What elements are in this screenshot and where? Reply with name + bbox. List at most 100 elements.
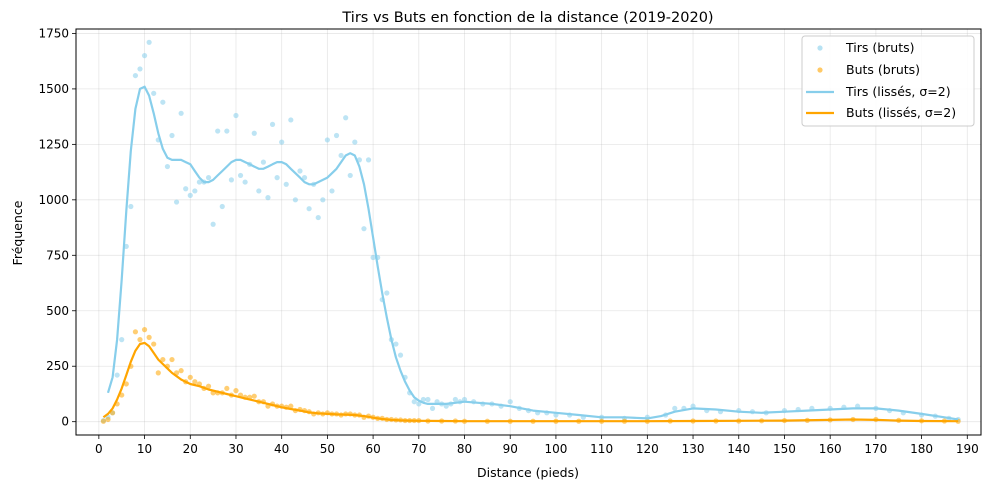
point-tirs bbox=[365, 157, 372, 163]
x-tick-label: 90 bbox=[503, 442, 518, 456]
point-tirs bbox=[196, 179, 203, 185]
point-buts bbox=[160, 356, 166, 363]
point-tirs bbox=[306, 206, 312, 212]
point-tirs bbox=[320, 197, 326, 203]
point-tirs bbox=[352, 139, 358, 145]
point-buts bbox=[123, 381, 129, 387]
point-tirs bbox=[416, 401, 422, 407]
legend-marker-buts-bruts bbox=[817, 67, 823, 73]
point-buts bbox=[155, 370, 161, 376]
point-tirs bbox=[411, 399, 417, 405]
point-tirs bbox=[242, 179, 248, 185]
x-tick-label: 10 bbox=[137, 442, 152, 456]
scatter-buts-bruts bbox=[100, 327, 961, 424]
point-tirs bbox=[343, 115, 349, 121]
point-tirs bbox=[324, 137, 330, 143]
point-tirs bbox=[269, 121, 276, 127]
x-tick-label: 160 bbox=[819, 442, 842, 456]
plot-series bbox=[100, 39, 961, 424]
x-tick-label: 30 bbox=[228, 442, 243, 456]
point-tirs bbox=[672, 405, 678, 411]
point-tirs bbox=[452, 396, 458, 403]
point-tirs bbox=[224, 128, 230, 134]
point-tirs bbox=[265, 195, 271, 201]
y-tick-label: 1250 bbox=[38, 137, 69, 151]
point-tirs bbox=[233, 112, 239, 119]
y-tick-label: 1750 bbox=[38, 26, 69, 40]
point-tirs bbox=[237, 172, 244, 179]
point-tirs bbox=[393, 341, 399, 347]
point-tirs bbox=[228, 177, 235, 183]
x-tick-label: 180 bbox=[910, 442, 933, 456]
point-buts bbox=[105, 416, 111, 423]
point-tirs bbox=[370, 254, 376, 261]
x-tick-label: 150 bbox=[773, 442, 796, 456]
point-buts bbox=[187, 374, 193, 380]
x-tick-label: 40 bbox=[274, 442, 289, 456]
plot-frame bbox=[75, 28, 982, 436]
legend-label-tirs-lisses: Tirs (lissés, σ=2) bbox=[845, 84, 951, 99]
x-tick-label: 50 bbox=[320, 442, 335, 456]
point-tirs bbox=[164, 163, 171, 170]
point-tirs bbox=[425, 396, 431, 403]
point-tirs bbox=[507, 399, 513, 405]
point-buts bbox=[100, 418, 107, 424]
point-buts bbox=[233, 388, 239, 394]
point-buts bbox=[151, 341, 157, 347]
point-tirs bbox=[347, 172, 353, 179]
x-tick-label: 190 bbox=[956, 442, 979, 456]
point-tirs bbox=[283, 181, 289, 187]
x-tick-label: 60 bbox=[365, 442, 380, 456]
point-tirs bbox=[219, 203, 225, 210]
point-tirs bbox=[288, 117, 294, 123]
y-tick-label: 0 bbox=[61, 415, 69, 429]
point-tirs bbox=[137, 66, 143, 72]
x-tick-label: 140 bbox=[727, 442, 750, 456]
point-tirs bbox=[132, 72, 139, 79]
point-buts bbox=[146, 334, 152, 340]
y-tick-label: 500 bbox=[46, 304, 69, 318]
point-tirs bbox=[215, 128, 221, 134]
point-tirs bbox=[169, 132, 175, 139]
legend-label-buts-lisses: Buts (lissés, σ=2) bbox=[846, 105, 956, 120]
point-tirs bbox=[329, 188, 335, 194]
point-buts bbox=[205, 383, 212, 389]
line-buts-lisses bbox=[102, 341, 959, 423]
point-tirs bbox=[301, 175, 308, 181]
point-tirs bbox=[178, 110, 184, 116]
point-buts bbox=[251, 393, 257, 399]
y-tick-label: 750 bbox=[46, 248, 69, 262]
point-tirs bbox=[315, 214, 321, 221]
x-tick-label: 130 bbox=[682, 442, 705, 456]
point-tirs bbox=[160, 99, 166, 105]
legend-marker-tirs-bruts bbox=[817, 45, 823, 51]
x-tick-label: 110 bbox=[590, 442, 613, 456]
point-buts bbox=[192, 379, 198, 385]
point-tirs bbox=[192, 188, 198, 194]
x-tick-label: 100 bbox=[544, 442, 567, 456]
point-tirs bbox=[297, 168, 303, 174]
point-tirs bbox=[119, 337, 125, 343]
x-tick-label: 80 bbox=[457, 442, 472, 456]
point-tirs bbox=[397, 352, 404, 358]
legend-label-buts-bruts: Buts (bruts) bbox=[846, 62, 920, 77]
point-tirs bbox=[128, 203, 134, 210]
y-tick-label: 1500 bbox=[38, 82, 69, 96]
legend-box bbox=[801, 35, 975, 127]
x-axis-label: Distance (pieds) bbox=[477, 465, 579, 480]
grid-lines bbox=[76, 29, 981, 435]
point-tirs bbox=[361, 226, 367, 232]
point-buts bbox=[169, 356, 175, 363]
point-buts bbox=[141, 327, 148, 333]
point-tirs bbox=[251, 130, 257, 136]
point-tirs bbox=[333, 132, 340, 139]
x-tick-label: 20 bbox=[183, 442, 198, 456]
y-tick-label: 1000 bbox=[38, 193, 69, 207]
point-tirs bbox=[338, 152, 344, 159]
point-tirs bbox=[274, 175, 280, 181]
point-tirs bbox=[141, 53, 148, 59]
point-tirs bbox=[151, 90, 157, 96]
point-tirs bbox=[187, 192, 193, 198]
point-tirs bbox=[114, 372, 120, 378]
